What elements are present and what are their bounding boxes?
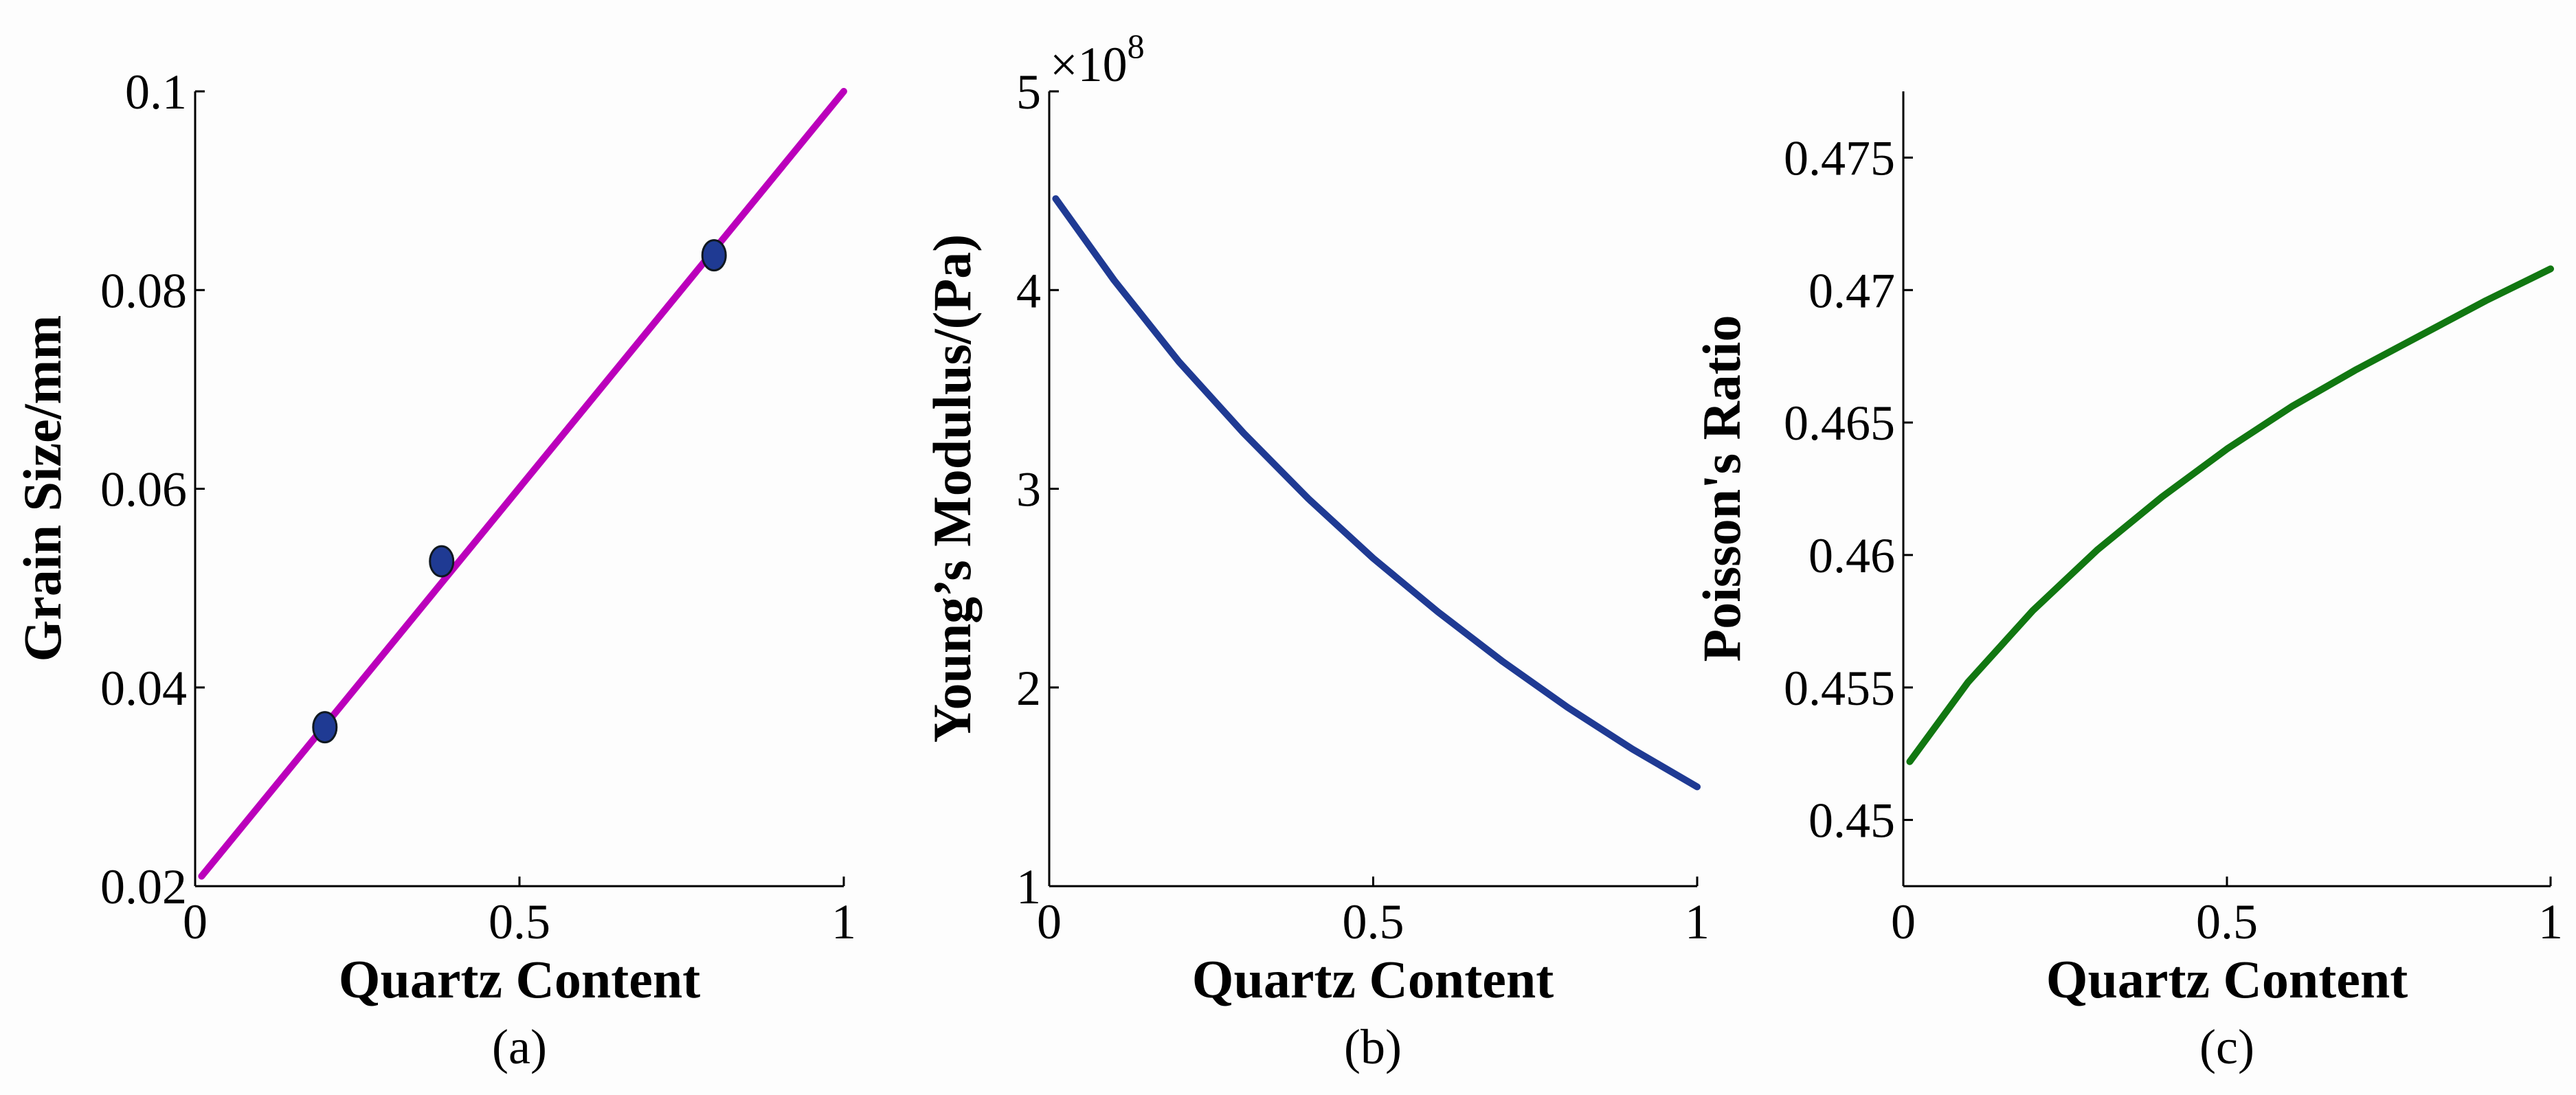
x-axis-label: Quartz Content: [1192, 949, 1554, 1009]
y-axis-label: Grain Size/mm: [12, 315, 72, 662]
axis-multiplier-base: ×10: [1050, 37, 1128, 92]
x-tick-label: 0.5: [489, 894, 550, 949]
x-tick-label: 1: [2538, 894, 2563, 949]
y-tick-label: 2: [1016, 661, 1041, 716]
x-tick-label: 0: [183, 894, 208, 949]
y-axis-label: Poisson's Ratio: [1692, 315, 1751, 662]
panel-b: 0 0.5 1 1 2 3 4 5 ×108 Quartz Content Young’s M…: [922, 27, 1710, 1074]
y-tick-label: 0.465: [1784, 396, 1895, 451]
series-line: [1906, 265, 2554, 765]
y-tick-label: 0.47: [1808, 263, 1895, 318]
y-tick-label: 0.475: [1784, 131, 1895, 185]
panel-c: 0 0.5 1 0.45 0.455 0.46 0.465 0.47 0.475 Quartz …: [1692, 91, 2563, 1074]
y-axis-label: Young’s Modulus/(Pa): [922, 234, 982, 743]
x-tick-label: 1: [1685, 894, 1710, 949]
axis-multiplier-exponent: 8: [1128, 27, 1145, 65]
panel-label: (c): [2199, 1019, 2254, 1074]
data-point: [701, 239, 727, 272]
y-tick-label: 0.1: [125, 65, 187, 120]
x-tick-label: 1: [831, 894, 856, 949]
y-tick-label: 1: [1016, 859, 1041, 914]
plot-area: [1906, 265, 2554, 765]
panel-a: 0 0.5 10.020.040.060.080.1 Quartz Content …: [12, 65, 856, 1074]
y-tick-label: 0.45: [1808, 793, 1895, 848]
y-tick-label: 0.02: [100, 859, 187, 914]
axis-multiplier: ×108: [1050, 27, 1145, 92]
data-point: [429, 545, 455, 578]
series-line: [1052, 195, 1701, 791]
x-tick-label: 0.5: [1343, 894, 1404, 949]
plot-area: [1052, 195, 1701, 791]
data-point: [312, 711, 338, 744]
x-tick-label: 0: [1891, 894, 1916, 949]
x-axis-label: Quartz Content: [2046, 949, 2408, 1009]
tick-group: 0 0.5 1 1 2 3 4 5: [1016, 65, 1710, 949]
y-tick-label: 3: [1016, 462, 1041, 517]
y-tick-label: 0.46: [1808, 528, 1895, 583]
y-tick-label: 0.06: [100, 462, 187, 517]
tick-group: 0 0.5 1 0.45 0.455 0.46 0.465 0.47 0.475: [1784, 131, 2563, 949]
x-axis-label: Quartz Content: [339, 949, 700, 1009]
tick-group: 0 0.5 1 0.02 0.04 0.06 0.08 0.1: [100, 65, 856, 949]
y-tick-label: 0.04: [100, 661, 187, 716]
panel-label: (b): [1344, 1019, 1402, 1074]
y-tick-label: 0.08: [100, 263, 187, 318]
y-tick-label: 4: [1016, 263, 1041, 318]
panel-label: (a): [492, 1019, 547, 1074]
x-tick-label: 0: [1037, 894, 1062, 949]
series-line: [198, 88, 847, 880]
y-tick-label: 0.455: [1784, 661, 1895, 716]
plot-area: [198, 88, 847, 880]
x-tick-label: 0.5: [2196, 894, 2258, 949]
y-tick-label: 5: [1016, 65, 1041, 120]
